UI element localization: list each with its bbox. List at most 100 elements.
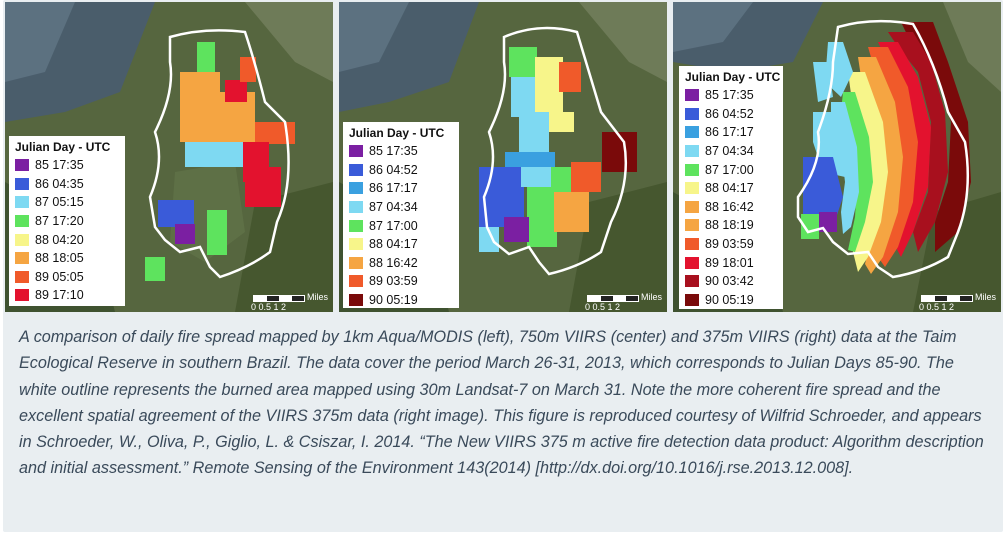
legend-entry: 87 04:34 — [349, 198, 451, 217]
color-swatch — [15, 270, 29, 283]
legend-entry: 88 04:17 — [685, 179, 775, 198]
color-swatch — [685, 126, 699, 139]
legend-label: 88 18:19 — [705, 218, 754, 233]
color-swatch — [349, 275, 363, 288]
scale-ticks: 0 0.5 1 2 — [251, 302, 287, 312]
color-swatch — [349, 201, 363, 214]
legend-modis: Julian Day - UTC 85 17:35 86 04:35 87 05… — [9, 136, 125, 306]
legend-entry: 87 17:20 — [15, 212, 117, 231]
legend-entry: 88 18:19 — [685, 216, 775, 235]
legend-label: 88 16:42 — [705, 199, 754, 214]
color-swatch — [349, 238, 363, 251]
legend-label: 89 05:05 — [35, 269, 84, 284]
legend-entry: 86 17:17 — [685, 123, 775, 142]
color-swatch — [15, 159, 29, 172]
legend-label: 85 17:35 — [35, 158, 84, 173]
figure: Julian Day - UTC 85 17:35 86 04:35 87 05… — [3, 0, 1003, 532]
legend-viirs-750m: Julian Day - UTC 85 17:35 86 04:52 86 17… — [343, 122, 459, 308]
legend-entry: 88 16:42 — [685, 198, 775, 217]
legend-entry: 87 04:34 — [685, 142, 775, 161]
legend-entry: 87 17:00 — [349, 216, 451, 235]
scale-unit: Miles — [975, 292, 997, 302]
color-swatch — [15, 252, 29, 265]
color-swatch — [15, 289, 29, 302]
legend-label: 88 04:17 — [369, 237, 418, 252]
legend-label: 89 18:01 — [705, 255, 754, 270]
legend-label: 87 04:34 — [705, 144, 754, 159]
color-swatch — [15, 196, 29, 209]
legend-label: 86 04:35 — [35, 176, 84, 191]
legend-entry: 89 03:59 — [349, 272, 451, 291]
legend-label: 86 17:17 — [705, 125, 754, 140]
legend-label: 86 04:52 — [705, 106, 754, 121]
legend-label: 87 04:34 — [369, 200, 418, 215]
color-swatch — [15, 177, 29, 190]
legend-label: 86 04:52 — [369, 162, 418, 177]
figure-caption: A comparison of daily fire spread mapped… — [19, 328, 984, 478]
scale-unit: Miles — [641, 292, 663, 302]
color-swatch — [685, 163, 699, 176]
legend-label: 89 03:59 — [369, 274, 418, 289]
map-panel-viirs-375m: Julian Day - UTC 85 17:35 86 04:52 86 17… — [673, 2, 1001, 312]
legend-label: 88 16:42 — [369, 255, 418, 270]
legend-entry: 85 17:35 — [349, 142, 451, 161]
legend-entry: 88 04:17 — [349, 235, 451, 254]
legend-entry: 88 18:05 — [15, 249, 117, 268]
legend-label: 87 17:20 — [35, 214, 84, 229]
color-swatch — [685, 107, 699, 120]
scale-bar: Miles 0 0.5 1 2 — [919, 292, 996, 312]
map-panel-modis: Julian Day - UTC 85 17:35 86 04:35 87 05… — [5, 2, 333, 312]
legend-entry: 86 04:52 — [685, 105, 775, 124]
legend-label: 87 17:00 — [705, 162, 754, 177]
legend-viirs-375m: Julian Day - UTC 85 17:35 86 04:52 86 17… — [679, 66, 783, 309]
color-swatch — [349, 163, 363, 176]
map-panel-viirs-750m: Julian Day - UTC 85 17:35 86 04:52 86 17… — [339, 2, 667, 312]
color-swatch — [349, 182, 363, 195]
scale-unit: Miles — [307, 292, 329, 302]
legend-entry: 89 18:01 — [685, 253, 775, 272]
color-swatch — [685, 238, 699, 251]
scale-ticks: 0 0.5 1 2 — [919, 302, 955, 312]
legend-entry: 89 03:59 — [685, 235, 775, 254]
legend-entry: 85 17:35 — [685, 86, 775, 105]
legend-label: 87 05:15 — [35, 195, 84, 210]
scale-ticks: 0 0.5 1 2 — [585, 302, 621, 312]
legend-entry: 89 05:05 — [15, 268, 117, 287]
legend-entry: 87 05:15 — [15, 193, 117, 212]
color-swatch — [685, 200, 699, 213]
legend-entry: 86 04:35 — [15, 175, 117, 194]
color-swatch — [349, 145, 363, 158]
legend-label: 86 17:17 — [369, 181, 418, 196]
legend-label: 88 18:05 — [35, 251, 84, 266]
legend-entry: 90 03:42 — [685, 272, 775, 291]
color-swatch — [685, 145, 699, 158]
legend-label: 85 17:35 — [705, 88, 754, 103]
color-swatch — [685, 256, 699, 269]
legend-label: 88 04:20 — [35, 232, 84, 247]
color-swatch — [685, 275, 699, 288]
legend-label: 89 03:59 — [705, 237, 754, 252]
color-swatch — [349, 219, 363, 232]
color-swatch — [685, 182, 699, 195]
legend-entry: 90 05:19 — [349, 291, 451, 310]
color-swatch — [685, 219, 699, 232]
scale-bar: Miles 0 0.5 1 2 — [251, 292, 328, 312]
legend-label: 90 05:19 — [369, 293, 418, 308]
color-swatch — [349, 256, 363, 269]
legend-entry: 89 17:10 — [15, 286, 117, 305]
color-swatch — [15, 233, 29, 246]
legend-title: Julian Day - UTC — [685, 70, 781, 84]
legend-entry: 87 17:00 — [685, 160, 775, 179]
scale-bar: Miles 0 0.5 1 2 — [585, 292, 662, 312]
legend-entry: 86 17:17 — [349, 179, 451, 198]
legend-title: Julian Day - UTC — [15, 140, 111, 154]
color-swatch — [349, 294, 363, 307]
legend-entry: 90 05:19 — [685, 291, 775, 310]
color-swatch — [685, 293, 699, 306]
legend-label: 89 17:10 — [35, 288, 84, 303]
legend-label: 90 05:19 — [705, 292, 754, 307]
legend-entry: 88 16:42 — [349, 254, 451, 273]
legend-entry: 85 17:35 — [15, 156, 117, 175]
legend-label: 87 17:00 — [369, 218, 418, 233]
legend-title: Julian Day - UTC — [349, 126, 445, 140]
